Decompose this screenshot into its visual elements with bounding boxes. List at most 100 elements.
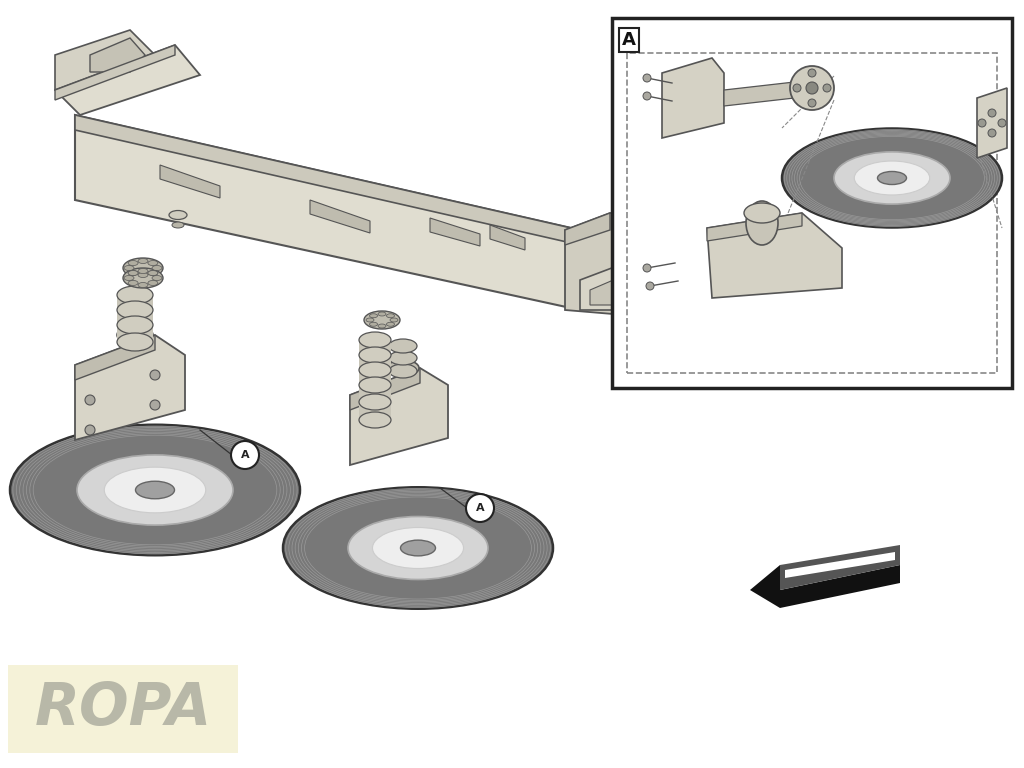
Ellipse shape [152,276,162,280]
Polygon shape [359,355,391,370]
Polygon shape [785,552,895,578]
Polygon shape [662,58,724,138]
Ellipse shape [128,270,138,276]
Ellipse shape [138,269,148,273]
Polygon shape [55,30,155,90]
Polygon shape [359,402,391,417]
Ellipse shape [370,314,378,318]
Ellipse shape [387,360,419,376]
Circle shape [85,395,95,405]
Text: A: A [241,450,249,460]
Polygon shape [55,45,175,100]
Ellipse shape [119,317,151,333]
Ellipse shape [790,66,834,110]
Polygon shape [490,225,525,250]
Ellipse shape [117,333,153,351]
Ellipse shape [123,258,163,278]
Polygon shape [580,263,640,310]
Ellipse shape [123,268,163,288]
Polygon shape [780,565,900,608]
Ellipse shape [283,487,553,609]
Ellipse shape [10,425,300,555]
Circle shape [808,69,816,77]
Ellipse shape [359,377,391,393]
Circle shape [643,264,651,272]
Ellipse shape [389,339,417,353]
Circle shape [988,109,996,117]
Ellipse shape [138,283,148,287]
Ellipse shape [370,323,378,326]
Ellipse shape [117,301,153,319]
Circle shape [998,119,1006,127]
Polygon shape [117,295,153,310]
Ellipse shape [378,312,386,316]
Polygon shape [350,368,449,465]
Circle shape [823,84,831,92]
Circle shape [643,92,651,100]
Circle shape [643,74,651,82]
Bar [612,18,1012,388]
Ellipse shape [147,280,158,286]
Ellipse shape [744,203,780,223]
Ellipse shape [389,351,417,365]
Ellipse shape [77,455,233,525]
Ellipse shape [378,324,386,328]
Polygon shape [724,80,812,106]
Ellipse shape [117,316,153,334]
Ellipse shape [147,270,158,276]
Ellipse shape [386,323,394,326]
Polygon shape [430,218,480,246]
Ellipse shape [359,332,391,348]
Ellipse shape [172,222,184,228]
Ellipse shape [138,259,148,263]
Circle shape [793,84,801,92]
Circle shape [988,129,996,137]
Ellipse shape [348,517,488,580]
Circle shape [85,425,95,435]
Ellipse shape [124,266,134,270]
Polygon shape [359,340,391,355]
Polygon shape [565,213,625,315]
Ellipse shape [878,171,906,184]
Ellipse shape [124,276,134,280]
Ellipse shape [834,152,950,204]
Circle shape [466,494,494,522]
Polygon shape [359,370,391,385]
Ellipse shape [400,540,435,556]
Polygon shape [310,200,370,233]
Ellipse shape [117,286,153,304]
Ellipse shape [138,273,148,277]
Polygon shape [75,115,580,310]
Ellipse shape [119,330,151,346]
Polygon shape [977,88,1007,158]
Polygon shape [75,115,580,245]
Circle shape [806,82,818,94]
Text: A: A [476,503,484,513]
Polygon shape [350,368,420,410]
Ellipse shape [128,260,138,266]
Ellipse shape [135,482,174,498]
Text: A: A [622,31,636,49]
Ellipse shape [147,270,158,276]
Ellipse shape [782,128,1002,227]
Polygon shape [590,275,635,305]
Ellipse shape [359,412,391,428]
Ellipse shape [746,201,778,245]
Bar [8,665,238,753]
Ellipse shape [117,326,153,344]
Ellipse shape [147,260,158,266]
Ellipse shape [390,318,398,322]
Ellipse shape [389,364,417,378]
Polygon shape [359,385,391,400]
Polygon shape [75,335,155,380]
Ellipse shape [128,270,138,276]
Polygon shape [565,213,610,245]
Bar [627,53,997,373]
Polygon shape [707,213,842,298]
Polygon shape [780,545,900,590]
Polygon shape [117,325,153,340]
Ellipse shape [359,347,391,363]
Polygon shape [90,38,145,72]
Polygon shape [160,165,220,198]
Ellipse shape [854,161,930,195]
